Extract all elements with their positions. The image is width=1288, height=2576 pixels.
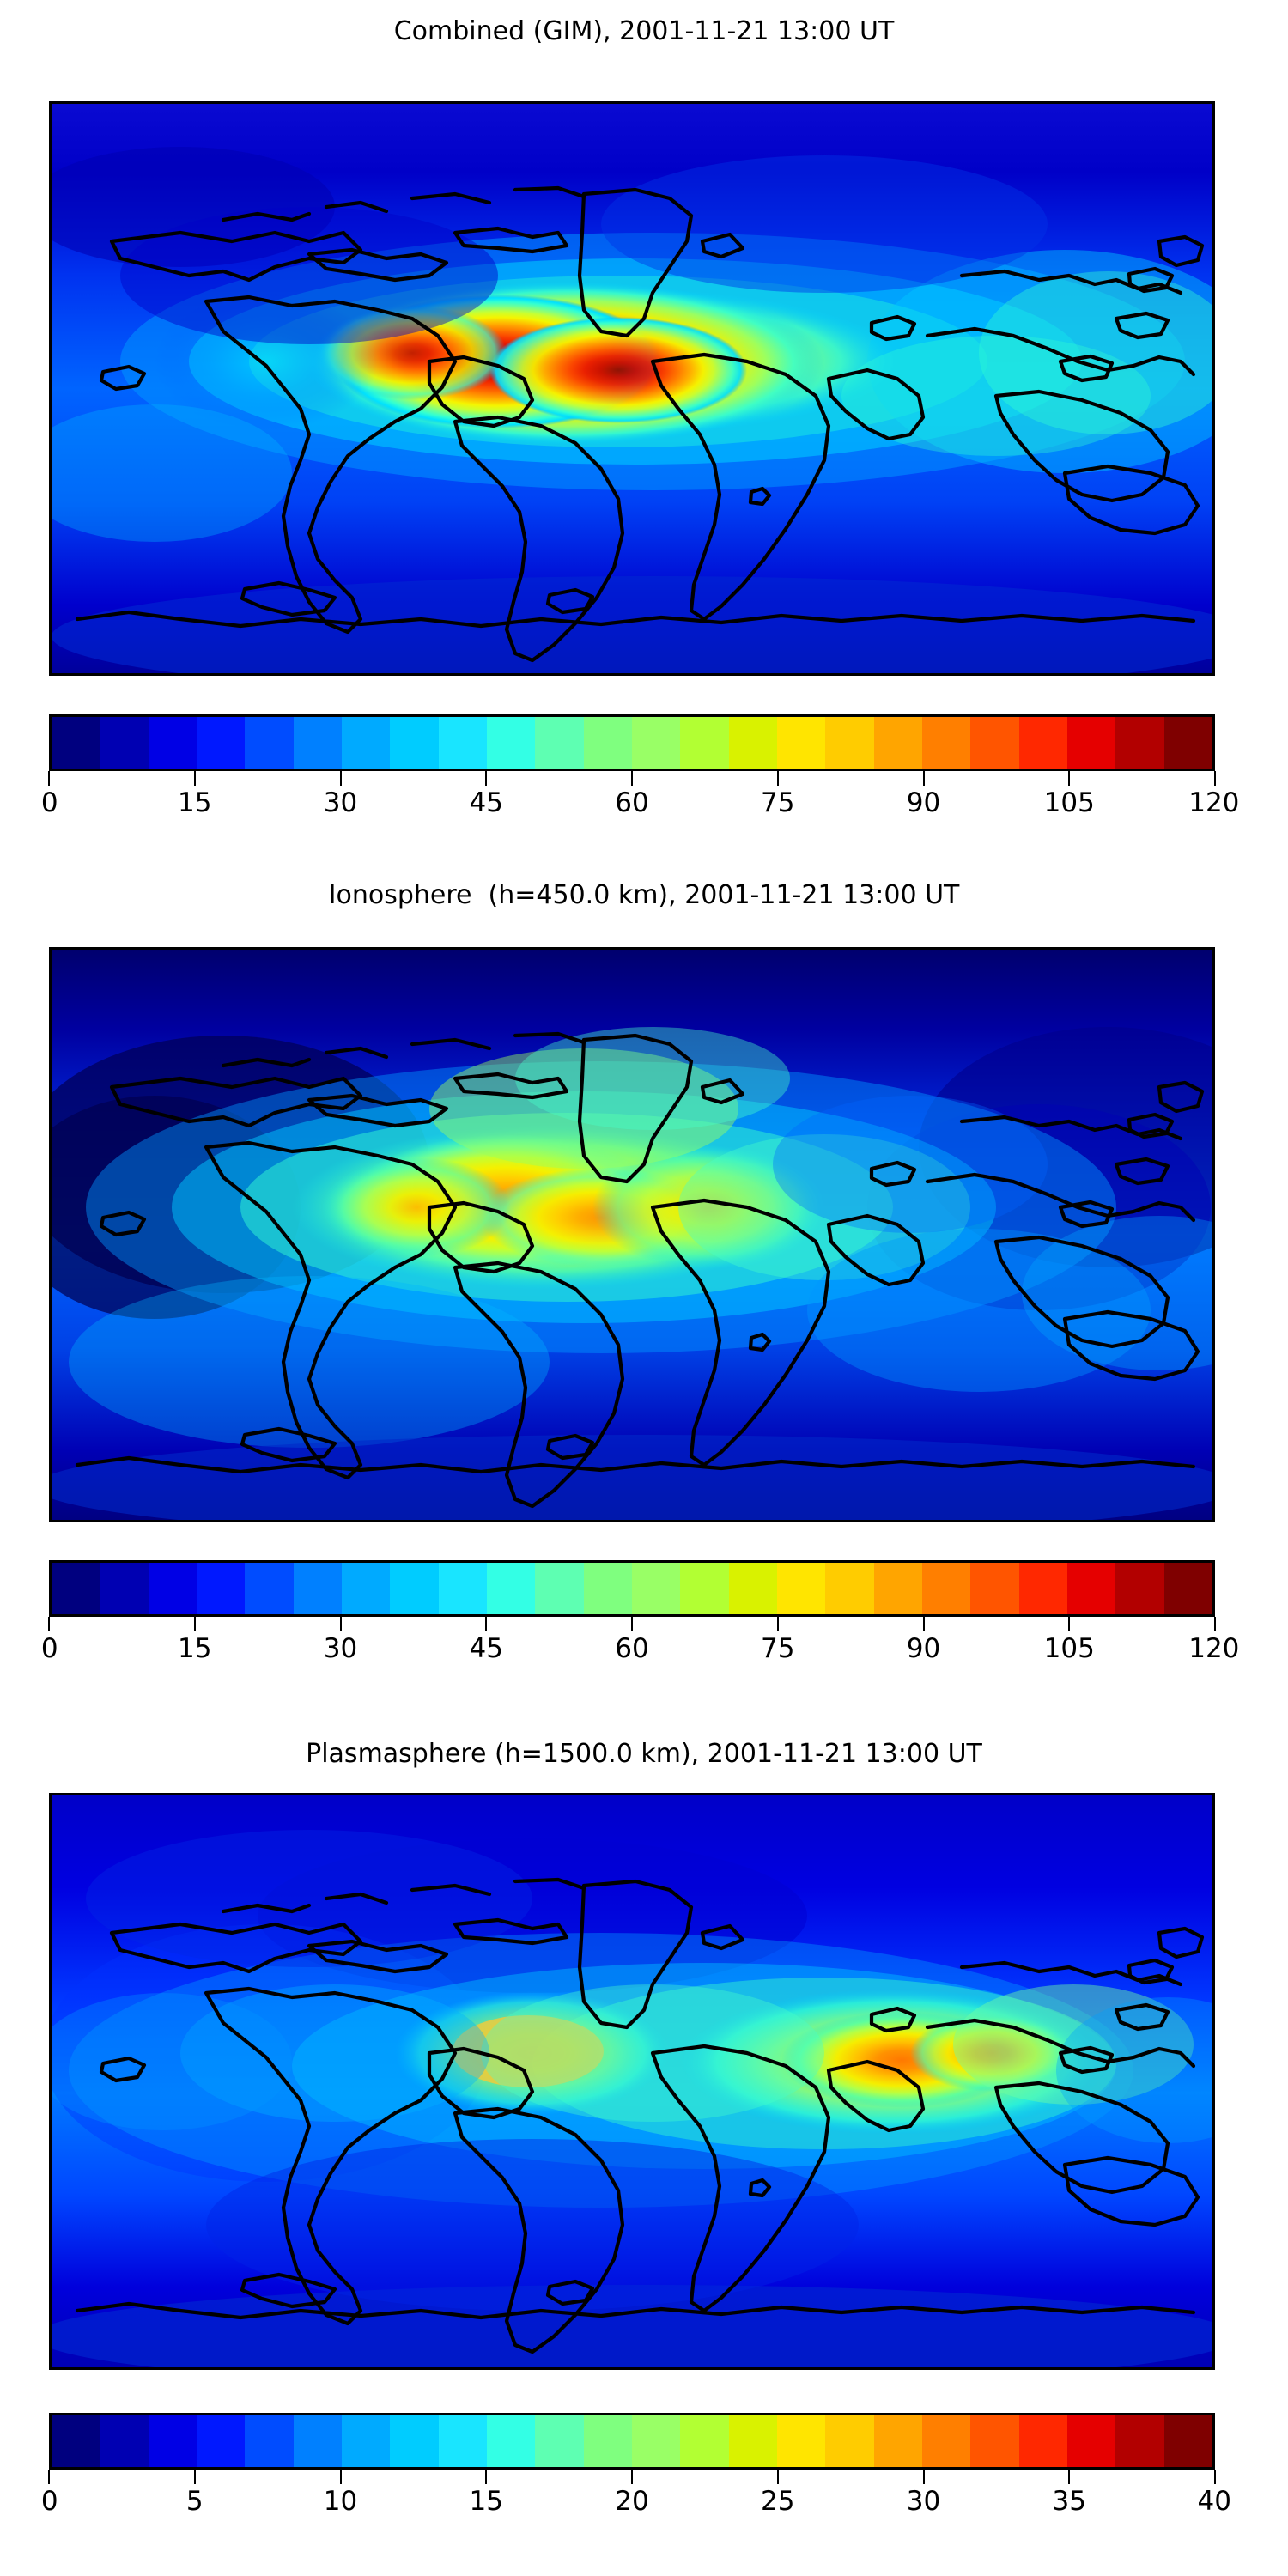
colorbar-tick <box>776 2470 779 2484</box>
map-axes-ionosphere <box>49 947 1215 1522</box>
colorbar-plasmasphere: 0 5 10 15 20 25 30 35 40 <box>41 2413 1231 2521</box>
coastlines-2 <box>75 1031 1205 1509</box>
colorbar-tick <box>485 2470 488 2484</box>
colorbar-tick <box>193 1617 196 1631</box>
colorbar-tick-label: 25 <box>761 2486 795 2517</box>
colorbar-tick-label: 30 <box>323 1633 358 1664</box>
colorbar-tick-label: 30 <box>323 787 358 818</box>
map-field-ionosphere <box>52 950 1212 1520</box>
colorbar-tick <box>776 771 779 786</box>
colorbar-tick-label: 0 <box>40 787 58 818</box>
panel-combined-gim: Combined (GIM), 2001-11-21 13:00 UT <box>0 0 1288 859</box>
colorbar-tick-label: 105 <box>1043 787 1095 818</box>
colorbar-tick <box>339 771 342 786</box>
colorbar-tick <box>1214 1617 1216 1631</box>
colorbar-tick-label: 90 <box>906 1633 941 1664</box>
colorbar-tick <box>339 1617 342 1631</box>
colorbar-gradient-1 <box>49 714 1215 771</box>
coastlines-1 <box>75 185 1205 663</box>
colorbar-tick <box>631 771 633 786</box>
colorbar-tick <box>922 1617 925 1631</box>
tec-field-svg-2 <box>52 950 1212 1520</box>
colorbar-tick-label: 0 <box>40 2486 58 2517</box>
colorbar-labels-3: 0 5 10 15 20 25 30 35 40 <box>41 2486 1231 2521</box>
colorbar-labels-2: 0 15 30 45 60 75 90 105 120 <box>41 1633 1239 1668</box>
panel-ionosphere: Ionosphere (h=450.0 km), 2001-11-21 13:0… <box>0 859 1288 1735</box>
colorbar-tick-label: 60 <box>615 1633 649 1664</box>
colorbar-tick-label: 75 <box>761 787 795 818</box>
colorbar-tick-label: 20 <box>615 2486 649 2517</box>
colorbar-tick <box>48 1617 50 1631</box>
colorbar-tick-label: 30 <box>906 2486 941 2517</box>
coastlines-3 <box>75 1877 1205 2354</box>
panel-title-combined-gim: Combined (GIM), 2001-11-21 13:00 UT <box>393 16 895 46</box>
map-axes-combined-gim <box>49 101 1215 676</box>
panel-title-plasmasphere: Plasmasphere (h=1500.0 km), 2001-11-21 1… <box>306 1739 982 1769</box>
colorbar-tick <box>922 771 925 786</box>
colorbar-ionosphere: 0 15 30 45 60 75 90 105 120 <box>41 1560 1239 1668</box>
colorbar-tick-label: 90 <box>906 787 941 818</box>
tec-field-svg-3 <box>52 1795 1212 2367</box>
colorbar-tick-label: 40 <box>1197 2486 1231 2517</box>
colorbar-tick-label: 15 <box>469 2486 503 2517</box>
colorbar-tick <box>1214 771 1216 786</box>
colorbar-tick <box>48 771 50 786</box>
colorbar-tick <box>1214 2470 1216 2484</box>
colorbar-tick <box>193 771 196 786</box>
colorbar-tick-label: 45 <box>469 1633 503 1664</box>
colorbar-tick <box>776 1617 779 1631</box>
colorbar-tick <box>48 2470 50 2484</box>
colorbar-tick <box>1068 2470 1071 2484</box>
colorbar-gradient-2 <box>49 1560 1215 1617</box>
colorbar-tick-label: 0 <box>40 1633 58 1664</box>
colorbar-tick <box>193 2470 196 2484</box>
colorbar-tick <box>631 1617 633 1631</box>
colorbar-labels-1: 0 15 30 45 60 75 90 105 120 <box>41 787 1239 823</box>
colorbar-tick <box>1068 1617 1071 1631</box>
panel-title-ionosphere: Ionosphere (h=450.0 km), 2001-11-21 13:0… <box>328 880 960 910</box>
panel-plasmasphere: Plasmasphere (h=1500.0 km), 2001-11-21 1… <box>0 1735 1288 2576</box>
colorbar-tick-label: 45 <box>469 787 503 818</box>
tec-field-svg-1 <box>52 104 1212 673</box>
colorbar-ticks-2 <box>48 1617 1216 1634</box>
colorbar-tick <box>922 2470 925 2484</box>
map-field-combined-gim <box>52 104 1212 673</box>
colorbar-tick-label: 120 <box>1188 1633 1240 1664</box>
colorbar-tick-label: 120 <box>1188 787 1240 818</box>
colorbar-ticks-1 <box>48 771 1216 788</box>
colorbar-tick-label: 60 <box>615 787 649 818</box>
colorbar-tick <box>485 771 488 786</box>
colorbar-tick <box>1068 771 1071 786</box>
colorbar-tick-label: 15 <box>178 787 212 818</box>
map-field-plasmasphere <box>52 1795 1212 2367</box>
colorbar-tick-label: 35 <box>1052 2486 1086 2517</box>
colorbar-tick-label: 10 <box>323 2486 358 2517</box>
colorbar-gradient-3 <box>49 2413 1215 2470</box>
map-axes-plasmasphere <box>49 1793 1215 2370</box>
colorbar-tick-label: 5 <box>185 2486 204 2517</box>
colorbar-tick-label: 15 <box>178 1633 212 1664</box>
colorbar-combined-gim: 0 15 30 45 60 75 90 105 120 <box>41 714 1239 823</box>
colorbar-tick <box>485 1617 488 1631</box>
colorbar-tick <box>631 2470 633 2484</box>
colorbar-tick <box>339 2470 342 2484</box>
colorbar-ticks-3 <box>48 2470 1216 2487</box>
colorbar-tick-label: 75 <box>761 1633 795 1664</box>
colorbar-tick-label: 105 <box>1043 1633 1095 1664</box>
